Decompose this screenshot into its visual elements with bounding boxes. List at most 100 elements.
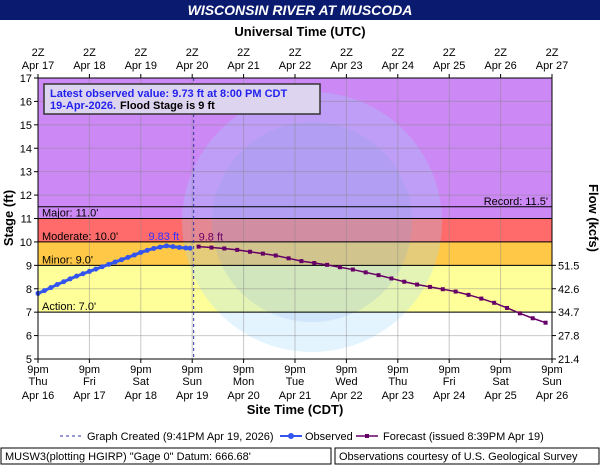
x-tick-label: 9pm — [27, 364, 48, 376]
latest-line2: 19-Apr-2026. Flood Stage is 9 ft — [50, 100, 215, 112]
observed-point — [112, 259, 118, 265]
x-tick-date: Apr 17 — [73, 390, 105, 402]
forecast-point — [479, 296, 484, 301]
observed-point — [151, 245, 157, 251]
x-tick-day: Wed — [335, 376, 357, 388]
top-tick-label: 2Z — [546, 47, 559, 59]
value-label: 9.83 ft — [149, 231, 180, 243]
x-tick-label: 9pm — [233, 364, 254, 376]
stage-label: Action: 7.0' — [42, 301, 96, 313]
observed-point — [80, 271, 86, 277]
footer-right-box — [334, 447, 600, 465]
x-tick-label: 9pm — [438, 364, 459, 376]
top-tick-label: 2Z — [83, 47, 96, 59]
y2-tick-label: 21.4 — [558, 354, 579, 366]
x-tick-date: Apr 18 — [125, 390, 157, 402]
forecast-point — [505, 305, 510, 310]
top-tick-label: 2Z — [494, 47, 507, 59]
y-tick-label: 17 — [20, 73, 32, 85]
y-axis-title: Stage (ft) — [1, 190, 16, 246]
y2-axis-title: Flow (kcfs) — [586, 184, 600, 252]
y-tick-label: 11 — [21, 214, 32, 226]
forecast-point — [299, 259, 304, 264]
top-tick-date: Apr 25 — [433, 60, 465, 72]
latest-line1: Latest observed value: 9.73 ft at 8:00 P… — [50, 88, 287, 100]
top-tick-date: Apr 22 — [279, 60, 311, 72]
x-tick-label: 9pm — [541, 364, 562, 376]
y-tick-label: 15 — [20, 120, 32, 132]
top-tick-date: Apr 26 — [484, 60, 516, 72]
observed-point — [99, 264, 105, 270]
x-tick-date: Apr 21 — [279, 390, 311, 402]
y-tick-label: 8 — [26, 284, 32, 296]
observed-point — [144, 247, 150, 253]
observed-point — [125, 254, 131, 260]
forecast-point — [363, 270, 368, 275]
y2-tick-label: 51.5 — [558, 260, 579, 272]
forecast-point — [427, 284, 432, 289]
x-tick-date: Apr 26 — [536, 390, 568, 402]
observed-point — [187, 245, 193, 251]
y2-tick-label: 42.6 — [558, 284, 579, 296]
observed-point — [119, 257, 125, 263]
top-tick-label: 2Z — [289, 47, 302, 59]
y2-tick-label: 34.7 — [558, 307, 579, 319]
top-tick-date: Apr 27 — [536, 60, 568, 72]
forecast-point — [543, 320, 548, 325]
observed-point — [61, 279, 67, 285]
legend-observed-marker — [288, 433, 294, 439]
x-tick-day: Thu — [388, 376, 407, 388]
top-tick-date: Apr 18 — [73, 60, 105, 72]
value-label: 9.8 ft — [199, 232, 223, 244]
top-tick-label: 2Z — [32, 47, 45, 59]
y-tick-label: 9 — [26, 260, 32, 272]
x-tick-date: Apr 22 — [330, 390, 362, 402]
x-tick-label: 9pm — [79, 364, 100, 376]
forecast-point — [209, 245, 214, 250]
observed-point — [183, 245, 189, 251]
observed-point — [106, 261, 112, 267]
observed-point — [138, 249, 144, 255]
title-bar — [0, 0, 600, 20]
legend-forecast: Forecast (issued 8:39PM Apr 19) — [383, 431, 544, 443]
top-tick-label: 2Z — [237, 47, 250, 59]
footer-left: MUSW3(plotting HGIRP) "Gage 0" Datum: 66… — [5, 451, 251, 463]
observed-point — [74, 273, 80, 279]
y-tick-label: 14 — [20, 143, 32, 155]
observed-point — [131, 252, 137, 258]
top-axis-title: Universal Time (UTC) — [234, 24, 365, 39]
forecast-point — [466, 292, 471, 297]
y-tick-label: 7 — [26, 307, 32, 319]
x-tick-day: Sun — [182, 376, 202, 388]
y-tick-label: 12 — [20, 190, 32, 202]
watermark — [212, 122, 412, 322]
forecast-point — [530, 316, 535, 321]
x-tick-label: 9pm — [336, 364, 357, 376]
x-tick-day: Sat — [492, 376, 509, 388]
legend-forecast-marker — [365, 434, 369, 438]
legend-created: Graph Created (9:41PM Apr 19, 2026) — [87, 431, 274, 443]
stage-band — [38, 265, 552, 313]
x-tick-date: Apr 23 — [382, 390, 414, 402]
stage-label: Minor: 9.0' — [42, 254, 93, 266]
forecast-point — [196, 244, 201, 249]
forecast-point — [376, 273, 381, 278]
forecast-point — [415, 282, 420, 287]
y-tick-label: 16 — [20, 96, 32, 108]
x-tick-day: Thu — [29, 376, 48, 388]
x-tick-label: 9pm — [181, 364, 202, 376]
y-tick-label: 6 — [26, 331, 32, 343]
stage-label: Major: 11.0' — [42, 208, 98, 220]
x-tick-label: 9pm — [284, 364, 305, 376]
forecast-point — [350, 267, 355, 272]
top-tick-label: 2Z — [134, 47, 147, 59]
observed-point — [176, 245, 182, 251]
x-tick-day: Sat — [133, 376, 150, 388]
observed-point — [164, 243, 169, 249]
top-tick-date: Apr 19 — [125, 60, 157, 72]
forecast-point — [222, 246, 227, 251]
x-tick-date: Apr 19 — [176, 390, 208, 402]
observed-point — [67, 276, 73, 282]
